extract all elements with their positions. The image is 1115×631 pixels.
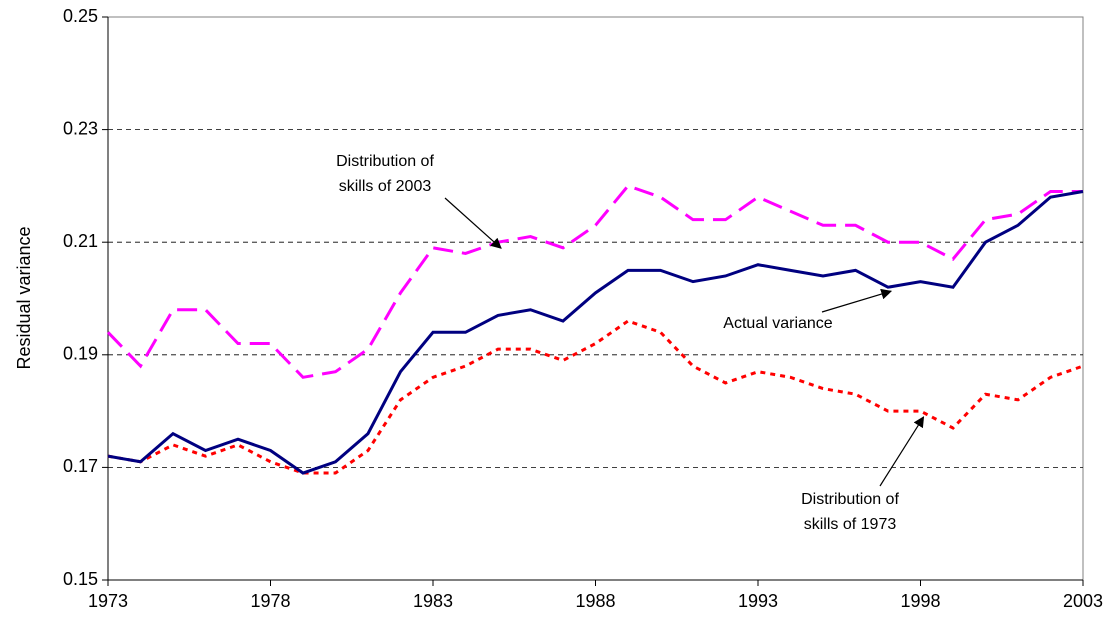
annotation: Distribution of: [801, 491, 899, 508]
x-tick-label: 1993: [738, 591, 778, 611]
annotation: Distribution of: [336, 153, 434, 170]
x-tick-label: 1998: [900, 591, 940, 611]
y-tick-label: 0.17: [63, 456, 98, 476]
annotation-arrow: [444, 197, 502, 249]
annotation: skills of 1973: [804, 516, 897, 533]
annotation-arrow: [821, 288, 893, 313]
x-tick-label: 1978: [250, 591, 290, 611]
y-tick-label: 0.19: [63, 344, 98, 364]
y-tick-label: 0.25: [63, 6, 98, 26]
annotation-arrow: [879, 416, 925, 487]
x-tick-label: 1983: [413, 591, 453, 611]
series-line: [107, 190, 1084, 475]
x-tick-label: 1988: [575, 591, 615, 611]
x-tick-label: 2003: [1063, 591, 1103, 611]
y-axis-title: Residual variance: [14, 226, 34, 369]
annotation: Actual variance: [723, 315, 832, 332]
y-tick-label: 0.23: [63, 118, 98, 138]
y-tick-label: 0.21: [63, 231, 98, 251]
annotation: skills of 2003: [339, 178, 432, 195]
y-tick-label: 0.15: [63, 569, 98, 589]
series-line: [106, 184, 1083, 379]
x-tick-label: 1973: [88, 591, 128, 611]
